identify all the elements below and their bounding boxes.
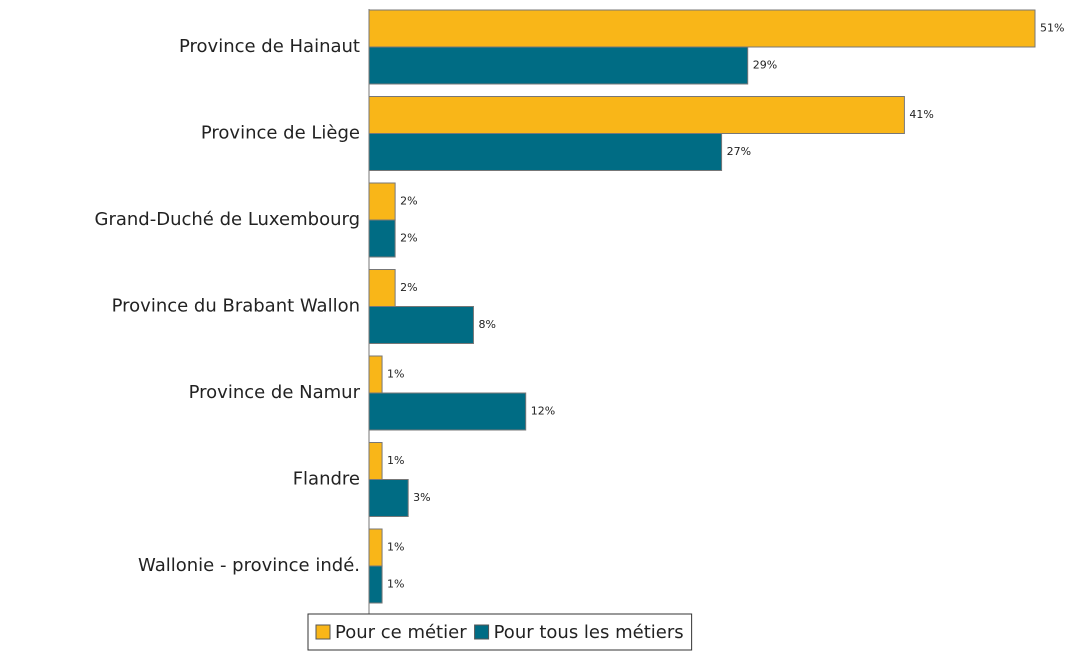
bar [368, 479, 409, 517]
data-label: 27% [727, 145, 751, 158]
legend-label: Pour tous les métiers [494, 622, 684, 643]
category-label: Wallonie - province indé. [138, 555, 360, 576]
legend-swatch [474, 624, 490, 640]
data-label: 1% [387, 454, 404, 467]
category-label: Province de Liège [201, 123, 360, 144]
data-label: 1% [387, 541, 404, 554]
bar [368, 269, 396, 307]
data-label: 1% [387, 578, 404, 591]
data-label: 2% [400, 195, 417, 208]
bar [368, 306, 474, 344]
data-label: 2% [400, 281, 417, 294]
data-label: 51% [1040, 22, 1064, 35]
legend-box [307, 613, 693, 651]
data-label: 1% [387, 368, 404, 381]
bar [368, 182, 396, 221]
bar [368, 46, 749, 85]
bar [368, 565, 383, 604]
category-label: Grand-Duché de Luxembourg [95, 209, 360, 230]
bar [368, 9, 1036, 48]
data-label: 41% [909, 108, 933, 121]
data-label: 12% [531, 405, 555, 418]
category-label: Province de Hainaut [179, 36, 360, 57]
bar [368, 355, 383, 394]
bar [368, 442, 383, 480]
category-label: Province de Namur [189, 382, 361, 403]
data-label: 3% [413, 491, 430, 504]
category-label: Province du Brabant Wallon [112, 296, 360, 317]
data-label: 2% [400, 232, 417, 245]
legend: Pour ce métier Pour tous les métiers [307, 613, 693, 651]
bar [368, 96, 905, 134]
legend-label: Pour ce métier [335, 622, 467, 643]
data-label: 29% [753, 59, 777, 72]
bar [368, 528, 383, 567]
legend-swatch [315, 624, 331, 640]
bar [368, 219, 396, 258]
data-label: 8% [478, 318, 495, 331]
bar [368, 392, 527, 431]
bar [368, 133, 723, 171]
category-label: Flandre [293, 469, 360, 490]
